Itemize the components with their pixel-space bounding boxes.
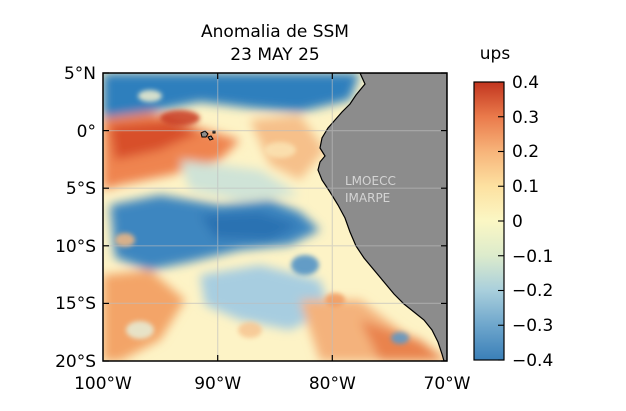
colorbar-unit: ups xyxy=(480,44,511,64)
lat-label: 5°N xyxy=(64,64,96,84)
watermark-imarpe: IMARPE xyxy=(345,191,390,205)
figure-title: Anomalia de SSM xyxy=(201,22,349,42)
lon-label: 100°W xyxy=(74,374,132,394)
colorbar-label: 0.2 xyxy=(512,142,539,162)
lat-label: 0° xyxy=(77,122,96,142)
axis-ticks xyxy=(103,72,447,362)
lat-label: 20°S xyxy=(55,352,96,372)
lon-label: 70°W xyxy=(424,374,471,394)
colorbar-label: −0.3 xyxy=(512,316,553,336)
lat-label: 15°S xyxy=(55,294,96,314)
colorbar-label: 0.1 xyxy=(512,177,539,197)
colorbar-label: 0.4 xyxy=(512,73,539,93)
land-mass xyxy=(317,73,447,361)
colorbar-label: −0.1 xyxy=(512,247,553,267)
graticule xyxy=(103,73,447,361)
lon-label: 90°W xyxy=(194,374,241,394)
colorbar-label: 0.3 xyxy=(512,108,539,128)
colorbar-label: 0 xyxy=(512,212,523,232)
latitude-labels: 5°N 0° 5°S 10°S 15°S 20°S xyxy=(55,64,96,372)
colorbar-label: −0.2 xyxy=(512,281,553,301)
salinity-anomaly-field xyxy=(103,73,447,361)
watermark-lmoecc: LMOECC xyxy=(345,174,396,188)
map-frame xyxy=(102,72,448,362)
colorbar-label: −0.4 xyxy=(512,351,553,371)
lat-label: 10°S xyxy=(55,237,96,257)
lat-label: 5°S xyxy=(66,179,96,199)
longitude-labels: 100°W 90°W 80°W 70°W xyxy=(74,374,471,394)
figure-date: 23 MAY 25 xyxy=(230,45,319,65)
colorbar-labels: 0.4 0.3 0.2 0.1 0 −0.1 −0.2 −0.3 −0.4 xyxy=(512,73,553,371)
colorbar-ticks xyxy=(498,81,504,361)
lon-label: 80°W xyxy=(309,374,356,394)
